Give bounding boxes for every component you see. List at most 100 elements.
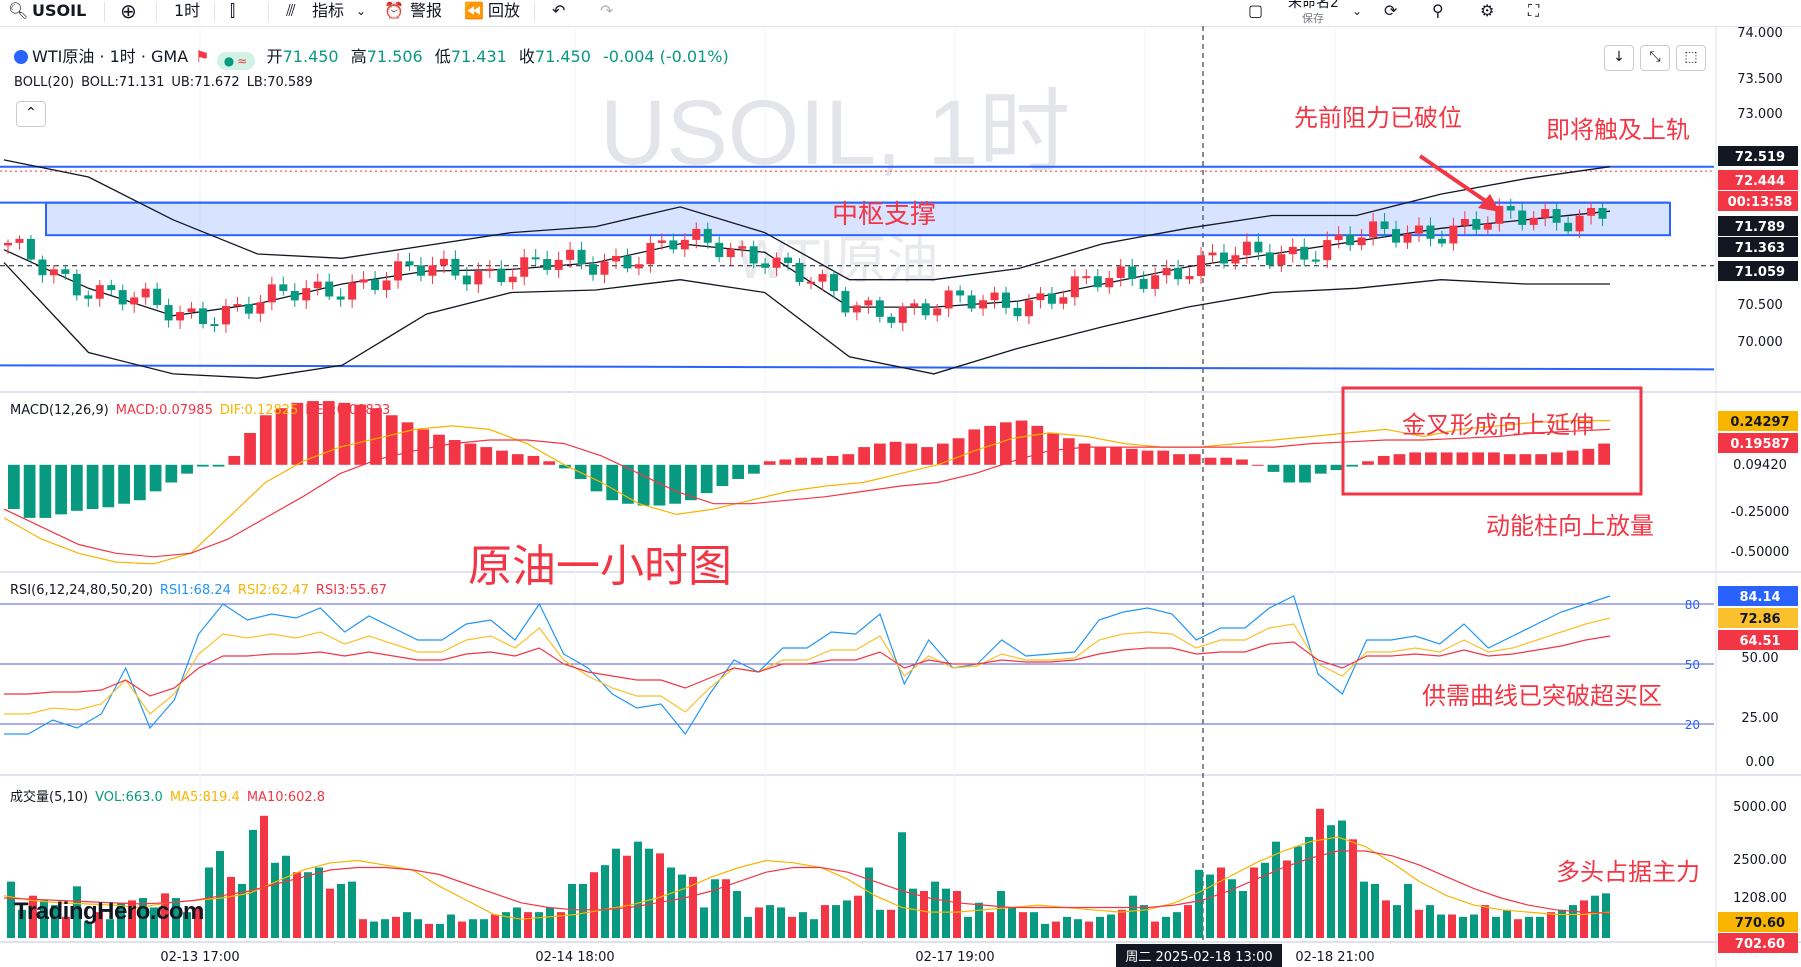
volume-bar [744,916,752,938]
indicators-icon[interactable]: ⫻ [286,1,296,20]
macd-hist-bar [637,464,650,506]
volume-bar [821,905,829,938]
templates-chevron-icon[interactable]: ⌄ [356,4,367,18]
candle-body [26,238,35,260]
volume-bar [1371,883,1379,938]
candle-body [1323,240,1332,261]
volume-bar [1195,869,1203,938]
rsi1-line [4,595,1611,736]
rsi-name[interactable]: RSI(6,12,24,80,50,20) [10,583,153,598]
volume-bar [502,912,510,938]
symbol-title[interactable]: WTI原油 · 1时 · GMA [32,47,189,66]
volume-bar [788,916,796,938]
zoom-search-icon[interactable]: ⚲ [1432,1,1444,20]
macd-hist-bar [1141,450,1154,465]
flag-icon[interactable]: ⚑ [195,47,210,66]
rsi-tag-rsi3-bg [1718,630,1798,650]
volume-bar [1129,895,1137,938]
volume-bar [810,919,818,938]
macd-hist-bar [889,441,902,465]
chart-canvas[interactable]: USOIL, 1时 WTI原油 80 50 20 74.000 73.500 73.00… [0,26,1801,967]
macd-hist-bar [1110,447,1122,465]
macd-hist-bar [1188,454,1201,465]
indicators-button[interactable]: 指标 [312,1,345,20]
volume-bar [150,907,158,938]
macd-hist-bar [700,464,713,494]
price-axis-tick: 70.000 [1737,335,1783,350]
rsi-axis-tick: 50.00 [1741,651,1778,666]
settings-gear-icon[interactable]: ⚙ [1480,1,1495,20]
volume-bar [1184,905,1192,938]
move-down-button[interactable]: ↓ [1604,45,1634,71]
replay-button[interactable]: 回放 [488,1,521,20]
price-tag-pivot: 71.789 [1735,220,1785,235]
alert-icon[interactable]: ⏰ [384,1,404,20]
symbol-search[interactable]: USOIL [32,1,87,20]
candle-body [153,288,162,306]
macd-axis-tick: -0.50000 [1731,545,1789,560]
redo-icon[interactable]: ↷ [600,1,614,20]
candle-body [1506,205,1515,211]
fullscreen-icon[interactable]: ⛶ [1528,1,1540,20]
volume-bar [854,895,862,938]
layout-name[interactable]: 未命名2 [1288,0,1339,11]
candle-type-icon[interactable]: ⫿ [230,1,236,20]
macd-name[interactable]: MACD(12,26,9) [10,403,109,418]
candle-body [15,238,24,243]
volume-bar [1173,912,1181,938]
candle-body [1185,276,1194,280]
maximize-pane-button[interactable]: ⬚ [1676,45,1706,71]
replay-icon[interactable]: ⏪ [464,1,484,20]
volume-bar [216,851,224,938]
volume-name[interactable]: 成交量(5,10) [10,790,89,805]
candle-body [979,300,988,309]
annotation-golden-cross: 金叉形成向上延伸 [1402,411,1594,439]
macd-hist-bar [1519,454,1532,465]
undo-icon[interactable]: ↶ [552,1,566,20]
rsi-tag-rsi3: 64.51 [1739,634,1780,649]
collapse-legend-button[interactable]: ⌃ [16,101,46,127]
volume-bar [172,898,180,938]
macd-hist-bar [999,422,1012,465]
search-icon[interactable]: 🔍︎ [8,1,29,20]
macd-hist-bar [559,464,571,469]
save-label[interactable]: 保存 [1302,12,1324,25]
volume-bar [887,909,895,938]
candle-body [394,261,403,281]
volume-bar [414,919,422,938]
add-symbol-icon[interactable]: ⊕ [120,0,137,23]
volume-bar [392,916,400,938]
candle-body [1254,241,1263,253]
volume-bar [953,891,961,938]
volume-bar [1151,921,1159,938]
volume-bar [601,865,609,938]
candle-body [543,259,552,270]
candle-body [634,264,643,269]
candle-body [428,265,437,276]
candle-body [348,282,357,300]
volume-bar [1030,912,1038,938]
boll-name[interactable]: BOLL(20) [14,75,75,90]
volume-bar [1492,916,1500,938]
candle-body [508,276,517,283]
candle-body [772,257,781,268]
macd-hist-bar [149,464,162,492]
sync-icon[interactable]: ⟳ [1384,1,1398,20]
volume-bar [1580,900,1588,938]
candle-body [1116,266,1125,278]
layout-icon[interactable]: ▢ [1248,1,1264,20]
market-status-badge[interactable]: ● ≈ [216,52,255,70]
macd-hist-bar [1125,448,1138,465]
layout-chevron-icon[interactable]: ⌄ [1352,4,1363,18]
alert-button[interactable]: 警报 [410,1,443,20]
collapse-pane-button[interactable]: ⤡ [1640,45,1670,71]
macd-hist-bar [1267,464,1280,472]
candle-body [462,275,471,285]
macd-hist-bar [1031,425,1044,465]
volume-bar [1250,867,1258,938]
volume-axis-tick: 1208.00 [1733,891,1787,906]
macd-hist-bar [1173,454,1185,465]
macd-hist-bar [1488,452,1500,465]
candle-body [829,274,838,292]
interval-button[interactable]: 1时 [174,1,201,20]
